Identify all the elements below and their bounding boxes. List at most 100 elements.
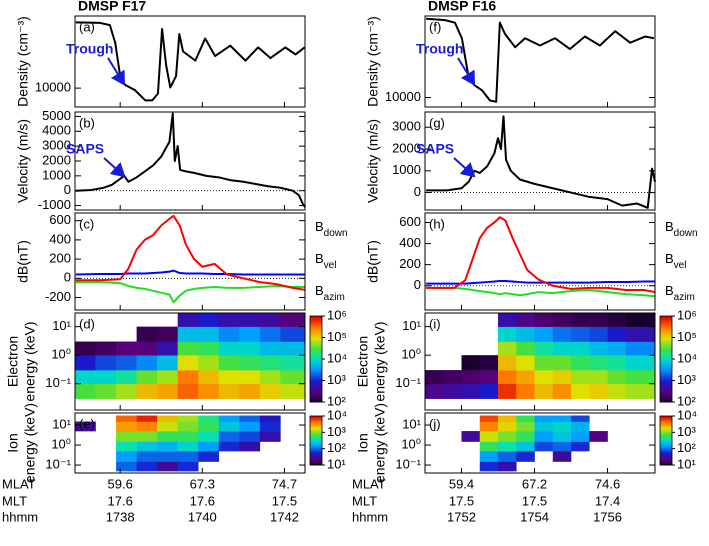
- spectrogram-cell: [218, 313, 240, 327]
- colorbar-segment: [660, 359, 672, 362]
- annotation: Trough: [66, 41, 113, 57]
- spectrogram-cell: [571, 431, 590, 442]
- spectrogram-cell: [218, 326, 240, 342]
- colorbar-tick-label: 10³: [677, 372, 696, 387]
- spectrogram-cell: [136, 341, 158, 356]
- spectrogram-cell: [136, 451, 158, 462]
- x-row-label: MLT: [352, 493, 377, 508]
- x-row-value: 17.5: [522, 493, 547, 508]
- panel-label: (b): [79, 115, 95, 130]
- colorbar-segment: [660, 431, 672, 434]
- colorbar-segment: [660, 376, 672, 379]
- colorbar-segment: [660, 399, 672, 403]
- spectrogram-cell: [589, 431, 608, 442]
- spectrogram-cell: [198, 326, 220, 342]
- spectrogram-cell: [116, 415, 137, 422]
- colorbar-segment: [310, 430, 322, 433]
- colorbar-tick-label: 10³: [327, 424, 346, 439]
- x-row-value: 17.6: [190, 493, 215, 508]
- colorbar-segment: [660, 422, 672, 424]
- colorbar-segment: [660, 371, 672, 375]
- colorbar-segment: [660, 430, 672, 433]
- colorbar-tick-label: 10⁴: [677, 350, 697, 365]
- spectrogram-cell: [198, 415, 220, 422]
- y-tick-label: 0: [414, 184, 421, 199]
- axes-frame: [74, 312, 306, 411]
- colorbar-segment: [310, 422, 322, 424]
- colorbar-segment: [660, 420, 672, 423]
- colorbar-segment: [660, 442, 672, 445]
- spectrogram-cell: [157, 451, 178, 462]
- colorbar-segment: [310, 382, 322, 386]
- y-axis-label: Velocity (m/s): [15, 119, 31, 203]
- data-line: [75, 112, 306, 208]
- x-axis-label: hhmm: [2, 509, 38, 524]
- x-tick-label: 1756: [593, 509, 622, 524]
- colorbar-segment: [310, 446, 322, 449]
- panel: Bdown Bvel Bazim 0 200 400 600 (h) dB(nT): [365, 212, 698, 311]
- spectrogram-cell: [280, 313, 306, 327]
- spectrogram-cell: [534, 370, 554, 385]
- colorbar-segment: [310, 376, 322, 379]
- spectrogram-cell: [571, 383, 590, 399]
- y-axis-label: energy (keV): [22, 321, 38, 401]
- spectrogram-cell: [136, 421, 158, 432]
- colorbar-segment: [660, 393, 672, 397]
- spectrogram-cell: [571, 421, 590, 432]
- spectrogram-cell: [625, 326, 656, 342]
- legend-entry: Bazim: [315, 283, 345, 302]
- colorbar-segment: [660, 441, 672, 444]
- spectrogram-cell: [239, 415, 261, 422]
- spectrogram-cell: [498, 441, 517, 452]
- colorbar-segment: [660, 447, 672, 450]
- colorbar-segment: [310, 397, 322, 401]
- spectrogram-cell: [177, 341, 199, 356]
- spectrogram-cell: [571, 370, 590, 385]
- colorbar-segment: [310, 391, 322, 394]
- spectrogram-cell: [461, 383, 481, 399]
- spectrogram-cell: [259, 431, 281, 442]
- x-tick-label: 1754: [520, 509, 549, 524]
- spectrogram-cell: [571, 355, 590, 371]
- colorbar-segment: [660, 384, 672, 388]
- colorbar-segment: [310, 460, 322, 462]
- spectrogram-cell: [607, 370, 627, 385]
- annotation: SAPS: [416, 141, 454, 157]
- colorbar-segment: [310, 328, 322, 332]
- colorbar-segment: [310, 416, 322, 418]
- spectrogram-cell: [607, 326, 627, 342]
- spectrogram-cell: [177, 441, 199, 452]
- spectrogram-cell: [218, 441, 240, 452]
- spectrogram-cell: [589, 326, 608, 342]
- spectrogram-cell: [498, 461, 517, 472]
- spectrogram-cell: [116, 421, 137, 432]
- spectrogram-cell: [589, 313, 608, 327]
- spectrogram-cell: [589, 383, 608, 399]
- colorbar-segment: [310, 429, 322, 432]
- colorbar-segment: [660, 363, 672, 366]
- spectrogram-cell: [552, 441, 572, 452]
- y-axis-label: Density (cm⁻³): [15, 16, 31, 107]
- spectrogram-cell: [198, 431, 220, 442]
- x-row-value: 17.4: [595, 493, 620, 508]
- colorbar-tick-label: 10²: [677, 393, 696, 408]
- spectrogram-cell: [116, 451, 137, 462]
- colorbar-segment: [310, 428, 322, 430]
- spectrogram-cell: [218, 421, 240, 432]
- spectrogram-cell: [259, 421, 281, 432]
- colorbar-tick-label: 10²: [677, 440, 696, 455]
- spectrogram-cell: [516, 415, 535, 422]
- colorbar-segment: [660, 460, 672, 462]
- colorbar-segment: [310, 393, 322, 397]
- spectrogram-cell: [198, 313, 220, 327]
- spectrogram-cell: [157, 370, 178, 385]
- spectrogram-cell: [239, 355, 261, 371]
- spectrogram-cell: [498, 341, 517, 356]
- y-tick-label: 10⁰: [51, 436, 71, 451]
- spectrogram-cell: [218, 431, 240, 442]
- axes-frame: [74, 15, 306, 108]
- spectrogram-cell: [259, 415, 281, 422]
- spectrogram-cell: [177, 355, 199, 371]
- colorbar-segment: [660, 346, 672, 349]
